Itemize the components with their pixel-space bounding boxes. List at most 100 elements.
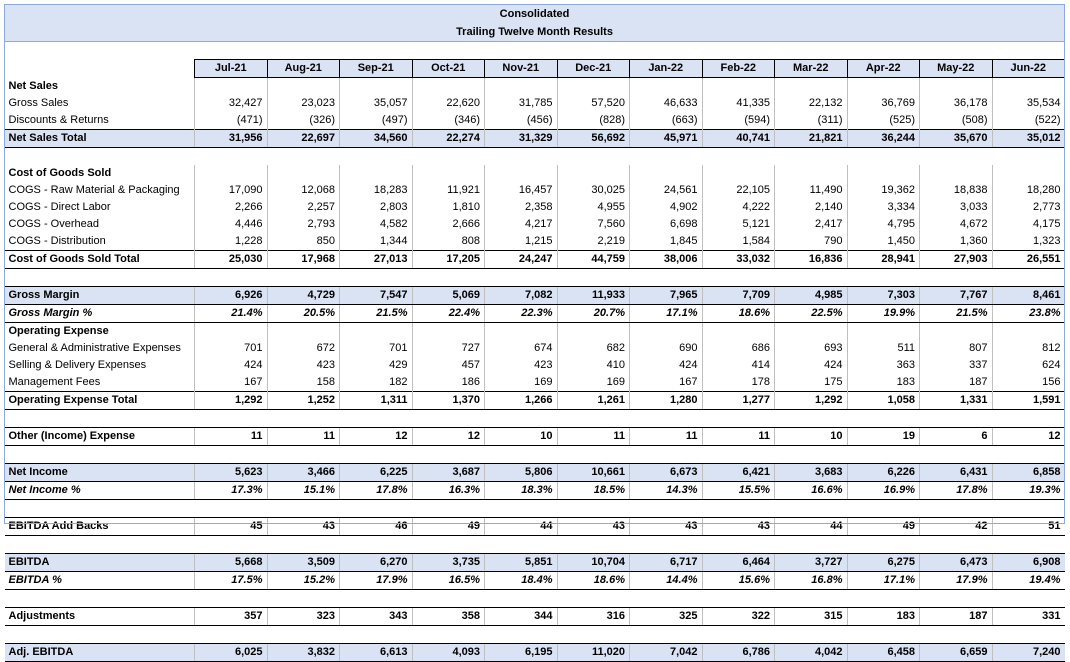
value-cell: 344 — [484, 607, 557, 626]
value-cell: 429 — [339, 357, 412, 374]
value-cell: 42 — [919, 517, 992, 536]
value-cell: 325 — [629, 607, 702, 626]
value-cell: 1,845 — [629, 233, 702, 251]
value-cell: 6,698 — [629, 216, 702, 233]
value-cell: 4,729 — [266, 286, 340, 305]
value-cell — [484, 322, 557, 340]
value-cell: 18,280 — [991, 182, 1065, 199]
value-cell: 16.3% — [411, 481, 485, 500]
value-cell: 44,759 — [556, 250, 630, 269]
value-cell: 41,335 — [701, 95, 775, 112]
value-cell: 4,093 — [411, 643, 485, 662]
value-cell: 1,261 — [556, 391, 630, 410]
value-cell: 1,252 — [266, 391, 340, 410]
value-cell: 6,473 — [919, 553, 992, 572]
value-cell: (828) — [556, 112, 630, 130]
value-cell — [266, 77, 340, 95]
value-cell: 22,620 — [411, 95, 485, 112]
value-cell: 4,795 — [846, 216, 920, 233]
table-row: Net Sales — [5, 77, 1065, 95]
value-cell: 6,270 — [339, 553, 412, 572]
value-cell: 187 — [919, 374, 992, 392]
value-cell — [991, 77, 1065, 95]
value-cell: 2,803 — [339, 199, 412, 216]
value-cell: 808 — [411, 233, 485, 251]
value-cell: 21,821 — [774, 129, 847, 148]
value-cell: 4,042 — [774, 643, 847, 662]
value-cell — [339, 322, 412, 340]
value-cell: 1,323 — [991, 233, 1065, 251]
spacer-row — [5, 626, 1065, 644]
row-label: Gross Margin — [4, 286, 195, 305]
value-cell: (326) — [266, 112, 340, 130]
value-cell: 672 — [266, 340, 340, 357]
value-cell: 18.5% — [556, 481, 630, 500]
value-cell — [194, 77, 267, 95]
value-cell: 812 — [991, 340, 1065, 357]
table-row: Adjustments 357 323 343 358 344 316 325 322 315 18… — [4, 607, 1065, 626]
value-cell: 44 — [484, 517, 557, 536]
value-cell — [701, 322, 775, 340]
value-cell: 6,858 — [991, 463, 1065, 482]
value-cell: 158 — [266, 374, 340, 392]
row-label: Net Sales Total — [4, 129, 195, 148]
spacer-row — [5, 446, 1065, 464]
value-cell — [484, 165, 557, 182]
value-cell: 693 — [774, 340, 847, 357]
value-cell — [991, 165, 1065, 182]
value-cell: 15.1% — [266, 481, 340, 500]
value-cell: 5,668 — [194, 553, 267, 572]
table-row: COGS - Direct Labor 2,266 2,257 2,803 1,810 2… — [5, 199, 1065, 216]
value-cell: 423 — [484, 357, 557, 374]
value-cell: 511 — [846, 340, 920, 357]
value-cell: 5,623 — [194, 463, 267, 482]
value-cell: 27,903 — [919, 250, 992, 269]
value-cell: 10 — [774, 427, 847, 446]
row-label: EBITDA Add Backs — [4, 517, 195, 536]
row-label: Cost of Goods Sold — [8, 167, 112, 179]
value-cell: 6,786 — [701, 643, 775, 662]
value-cell: 6,225 — [339, 463, 412, 482]
value-cell: 36,178 — [919, 95, 992, 112]
value-cell: 2,417 — [774, 216, 847, 233]
value-cell: 43 — [701, 517, 775, 536]
value-cell: 46 — [339, 517, 412, 536]
table-row: Gross Margin 6,926 4,729 7,547 5,069 7,082 11,… — [4, 286, 1065, 305]
value-cell: 11 — [194, 427, 267, 446]
table-row: Adj. EBITDA 6,025 3,832 6,613 4,093 6,195 11,0… — [4, 643, 1065, 662]
value-cell: 5,069 — [411, 286, 485, 305]
value-cell: 5,851 — [484, 553, 557, 572]
value-cell: 178 — [701, 374, 775, 392]
value-cell: 686 — [701, 340, 775, 357]
value-cell: 26,551 — [991, 250, 1065, 269]
value-cell: 1,292 — [774, 391, 847, 410]
value-cell — [411, 165, 485, 182]
value-cell: 19.4% — [991, 571, 1065, 590]
value-cell: 20.7% — [556, 304, 630, 323]
value-cell: 11,933 — [556, 286, 630, 305]
report-subtitle: Trailing Twelve Month Results — [4, 23, 1065, 42]
value-cell: 27,013 — [339, 250, 412, 269]
value-cell: 25,030 — [194, 250, 267, 269]
value-cell: 21.5% — [919, 304, 992, 323]
value-cell — [846, 322, 920, 340]
table-row: Cost of Goods Sold — [5, 165, 1065, 182]
value-cell: 410 — [556, 357, 630, 374]
table-row: Gross Margin % 21.4% 20.5% 21.5% 22.4% 22.3% 2… — [4, 304, 1065, 323]
value-cell: 1,591 — [991, 391, 1065, 410]
month-header: Oct-21 — [411, 59, 485, 78]
value-cell — [774, 322, 847, 340]
value-cell: 3,735 — [411, 553, 485, 572]
value-cell: 7,042 — [629, 643, 702, 662]
row-label: Management Fees — [8, 376, 101, 388]
value-cell: 17.3% — [194, 481, 267, 500]
value-cell: 16.8% — [774, 571, 847, 590]
month-header: Feb-22 — [701, 59, 775, 78]
value-cell: 11,921 — [411, 182, 485, 199]
row-label: Gross Margin % — [4, 304, 195, 323]
table-row: COGS - Overhead 4,446 2,793 4,582 2,666 4,217… — [5, 216, 1065, 233]
value-cell: 414 — [701, 357, 775, 374]
value-cell: 674 — [484, 340, 557, 357]
value-cell: 16,836 — [774, 250, 847, 269]
value-cell: 624 — [991, 357, 1065, 374]
